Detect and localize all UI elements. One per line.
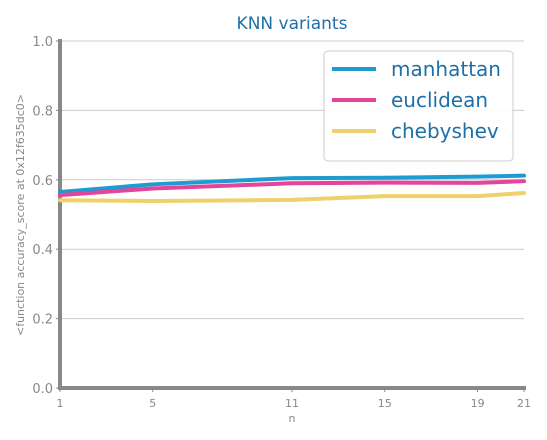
- y-tick-label: 0.2: [32, 313, 53, 328]
- y-tick-label: 0.8: [32, 104, 53, 119]
- y-ticks: 0.0 0.2 0.4 0.6 0.8 1.0: [32, 35, 60, 397]
- y-tick-label: 0.4: [32, 243, 53, 258]
- y-tick-label: 0.6: [32, 174, 53, 189]
- y-axis-label: <function accuracy_score at 0x12f635dc0>: [14, 94, 27, 336]
- series-line-manhattan: [58, 173, 526, 194]
- chart-title: KNN variants: [237, 14, 348, 34]
- x-tick-label: 11: [285, 397, 299, 410]
- y-tick-label: 0.0: [32, 382, 53, 397]
- x-tick-label: 19: [471, 397, 485, 410]
- legend-box: [323, 50, 514, 162]
- legend-label-euclidean: euclidean: [391, 88, 488, 112]
- x-tick-label: 15: [378, 397, 392, 410]
- x-tick-label: 5: [149, 397, 156, 410]
- x-axis-label: n: [289, 412, 296, 425]
- legend: manhattan euclidean chebyshev: [323, 50, 514, 162]
- series-line-chebyshev: [58, 190, 526, 203]
- y-tick-label: 1.0: [32, 35, 53, 50]
- legend-label-chebyshev: chebyshev: [391, 119, 499, 143]
- legend-label-manhattan: manhattan: [391, 57, 501, 81]
- series: [58, 173, 526, 203]
- x-tick-label: 1: [57, 397, 64, 410]
- x-ticks: 1 5 11 15 19 21: [57, 388, 531, 410]
- x-tick-label: 21: [517, 397, 531, 410]
- series-line-euclidean: [58, 179, 526, 198]
